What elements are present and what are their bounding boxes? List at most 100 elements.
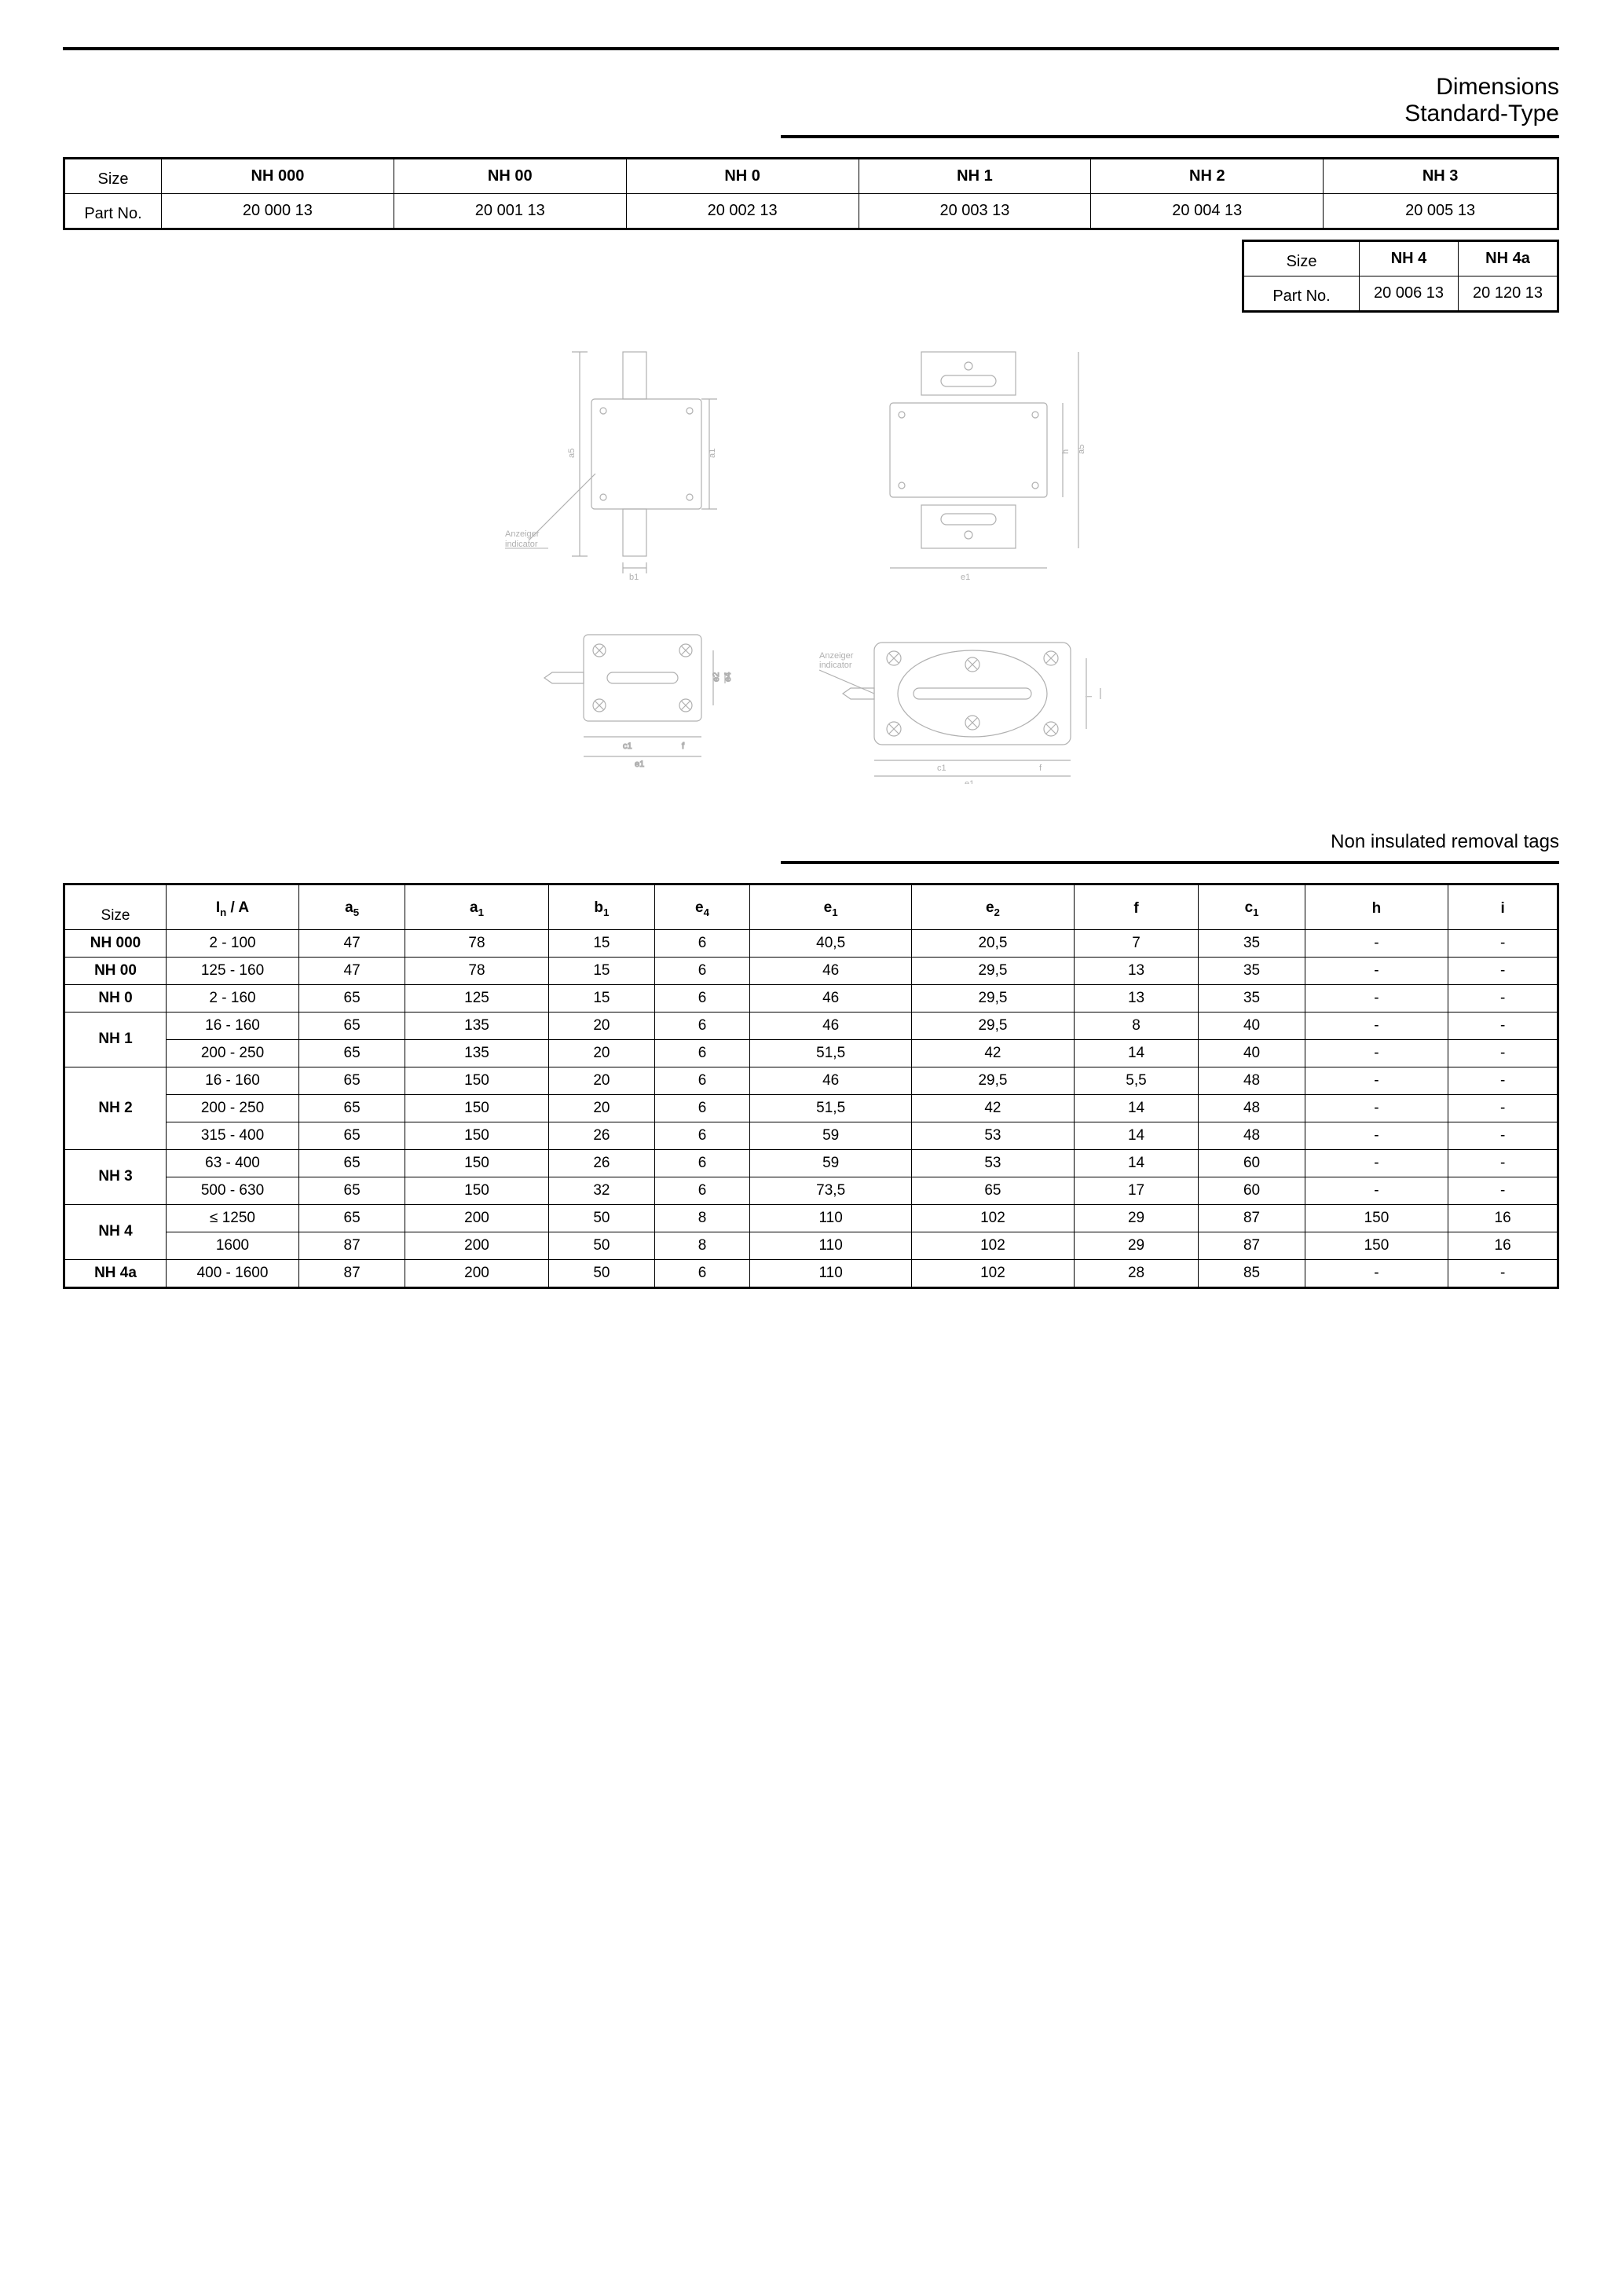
dim-cell: 14 <box>1074 1039 1199 1067</box>
dim-cell: 51,5 <box>750 1094 912 1122</box>
dim-cell: 40 <box>1199 1039 1305 1067</box>
dim-cell: 2 - 160 <box>167 984 299 1012</box>
dim-cell: 29 <box>1074 1204 1199 1232</box>
col-nh4a: NH 4a <box>1459 241 1558 276</box>
indicator-label-de-2: Anzeiger <box>819 651 854 661</box>
size-cell: NH 2 <box>64 1067 167 1149</box>
dim-cell: 135 <box>405 1012 549 1039</box>
dim-cell: 87 <box>299 1232 405 1259</box>
dim-cell: 65 <box>299 1067 405 1094</box>
dim-cell: 14 <box>1074 1122 1199 1149</box>
dim-cell: - <box>1448 1177 1558 1204</box>
size-cell: NH 00 <box>64 957 167 984</box>
dim-cell: 65 <box>299 1122 405 1149</box>
dim-cell: 17 <box>1074 1177 1199 1204</box>
dim-cell: - <box>1448 957 1558 984</box>
dim-cell: 20 <box>548 1067 654 1094</box>
dim-e2: e2 <box>712 672 721 682</box>
dim-e4: e4 <box>723 672 733 682</box>
dim-cell: 150 <box>1305 1204 1448 1232</box>
part2-0: 20 006 13 <box>1360 276 1459 312</box>
dim-header-row: Size In / A a5 a1 b1 e4 e1 e2 f c1 h i <box>64 884 1558 930</box>
dim-cell: 200 <box>405 1259 549 1287</box>
dim-cell: 16 - 160 <box>167 1012 299 1039</box>
dim-cell: 102 <box>912 1204 1074 1232</box>
dimensions-table: Size In / A a5 a1 b1 e4 e1 e2 f c1 h i N… <box>63 883 1559 1289</box>
dim-cell: 29,5 <box>912 1067 1074 1094</box>
dim-cell: 46 <box>750 957 912 984</box>
dim-cell: - <box>1448 1259 1558 1287</box>
dim-cell: 42 <box>912 1094 1074 1122</box>
dim-cell: 150 <box>405 1067 549 1094</box>
dim-i: i <box>1085 696 1094 698</box>
dim-cell: 135 <box>405 1039 549 1067</box>
dim-cell: 6 <box>654 1067 749 1094</box>
dim-cell: 40 <box>1199 1012 1305 1039</box>
dim-cell: 78 <box>405 929 549 957</box>
size-cell: NH 4a <box>64 1259 167 1287</box>
dim-cell: 59 <box>750 1122 912 1149</box>
dim-cell: 65 <box>299 1012 405 1039</box>
dim-cell: 65 <box>299 984 405 1012</box>
dim-e1-r2: e1 <box>965 779 974 784</box>
dim-cell: 65 <box>912 1177 1074 1204</box>
part-4: 20 004 13 <box>1091 194 1324 229</box>
dim-cell: 65 <box>299 1149 405 1177</box>
dim-cell: - <box>1305 1149 1448 1177</box>
dim-cell: 7 <box>1074 929 1199 957</box>
indicator-label-de: Anzeiger <box>505 529 540 539</box>
dim-cell: 48 <box>1199 1067 1305 1094</box>
fuse-top-view-small-drawing: c1 f e1 e2 e4 <box>505 611 756 768</box>
hdr-e1: e1 <box>750 884 912 930</box>
part-1: 20 001 13 <box>394 194 626 229</box>
dim-cell: - <box>1305 1122 1448 1149</box>
section2-underline <box>781 861 1559 864</box>
dim-table-body: NH 0002 - 100477815640,520,5735--NH 0012… <box>64 929 1558 1287</box>
dim-cell: 200 <box>405 1232 549 1259</box>
dim-cell: 35 <box>1199 929 1305 957</box>
dim-cell: 1600 <box>167 1232 299 1259</box>
dim-e1-r: e1 <box>961 573 970 582</box>
dim-cell: 78 <box>405 957 549 984</box>
dim-cell: 13 <box>1074 957 1199 984</box>
dim-cell: 6 <box>654 1259 749 1287</box>
dim-cell: 6 <box>654 957 749 984</box>
dim-cell: 26 <box>548 1149 654 1177</box>
dim-cell: 29 <box>1074 1232 1199 1259</box>
dim-cell: 46 <box>750 984 912 1012</box>
dim-cell: ≤ 1250 <box>167 1204 299 1232</box>
dim-cell: 47 <box>299 957 405 984</box>
dim-cell: - <box>1448 1039 1558 1067</box>
dim-cell: 15 <box>548 984 654 1012</box>
dim-cell: 315 - 400 <box>167 1122 299 1149</box>
dim-cell: - <box>1305 1039 1448 1067</box>
dim-cell: - <box>1305 1067 1448 1094</box>
table-row: 160087200508110102298715016 <box>64 1232 1558 1259</box>
dim-c1-r: c1 <box>937 764 946 773</box>
title-line1: Dimensions <box>63 74 1559 101</box>
dim-cell: 46 <box>750 1067 912 1094</box>
hdr-e2: e2 <box>912 884 1074 930</box>
dim-cell: - <box>1448 1012 1558 1039</box>
table-row: 200 - 2506513520651,5421440-- <box>64 1039 1558 1067</box>
part-0: 20 000 13 <box>162 194 394 229</box>
dim-cell: 87 <box>1199 1204 1305 1232</box>
table-row: NH 4≤ 125065200508110102298715016 <box>64 1204 1558 1232</box>
dim-cell: - <box>1448 929 1558 957</box>
dim-cell: 28 <box>1074 1259 1199 1287</box>
dim-cell: 5,5 <box>1074 1067 1199 1094</box>
dim-cell: 65 <box>299 1094 405 1122</box>
dim-cell: 73,5 <box>750 1177 912 1204</box>
dim-cell: 87 <box>1199 1232 1305 1259</box>
hdr-size: Size <box>64 884 167 930</box>
dim-cell: 65 <box>299 1039 405 1067</box>
dim-cell: 15 <box>548 929 654 957</box>
dim-cell: - <box>1305 1094 1448 1122</box>
dim-cell: 20,5 <box>912 929 1074 957</box>
col-nh00: NH 00 <box>394 159 626 194</box>
size-cell: NH 1 <box>64 1012 167 1067</box>
dim-cell: 87 <box>299 1259 405 1287</box>
dim-a5: a5 <box>567 449 577 458</box>
dim-cell: 29,5 <box>912 957 1074 984</box>
dim-cell: - <box>1305 1012 1448 1039</box>
